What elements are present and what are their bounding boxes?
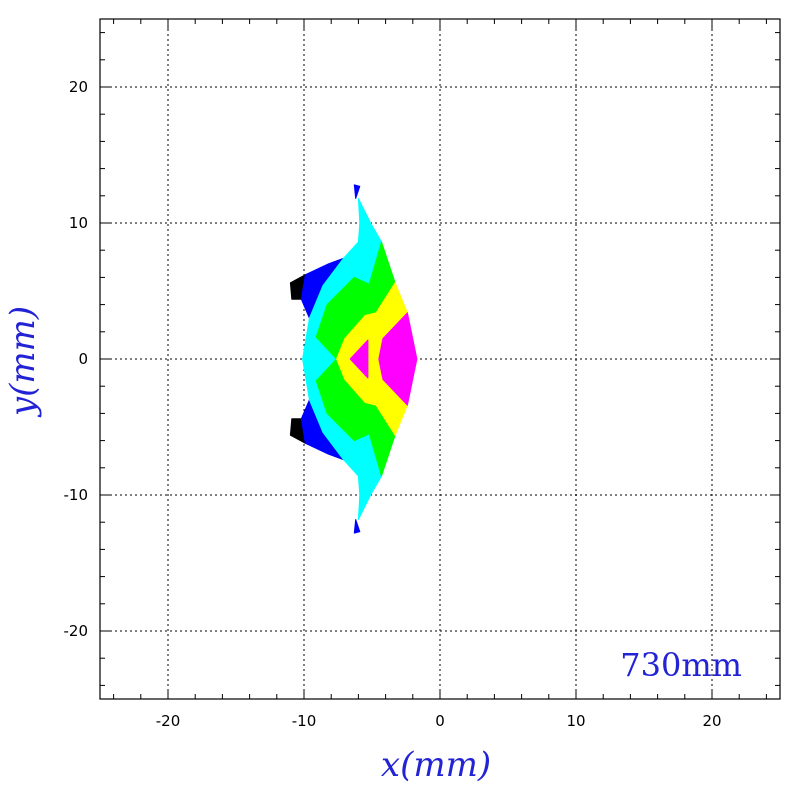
contour-band xyxy=(349,339,369,379)
y-tick-label: -20 xyxy=(64,622,89,640)
x-tick-label: 0 xyxy=(435,712,445,730)
distance-annotation: 730mm xyxy=(620,646,742,684)
x-tick-label: 10 xyxy=(566,712,585,730)
tick-labels: -20 -10 0 10 20 -20 -10 0 10 20 xyxy=(64,78,722,730)
grid-lines xyxy=(100,19,780,699)
y-tick-label: 10 xyxy=(69,214,88,232)
contour-bands xyxy=(289,184,418,534)
x-tick-label: -20 xyxy=(156,712,181,730)
axis-ticks xyxy=(100,19,780,699)
contour-band xyxy=(378,312,418,406)
x-axis-label: x(mm) xyxy=(381,745,491,785)
y-axis-label: y(mm) xyxy=(3,306,43,418)
y-tick-label: 20 xyxy=(69,78,88,96)
x-tick-label: -10 xyxy=(292,712,317,730)
contour-band xyxy=(353,519,361,534)
x-tick-label: 20 xyxy=(702,712,721,730)
y-tick-label: -10 xyxy=(64,486,89,504)
contour-band xyxy=(353,184,361,199)
y-tick-label: 0 xyxy=(78,350,88,368)
